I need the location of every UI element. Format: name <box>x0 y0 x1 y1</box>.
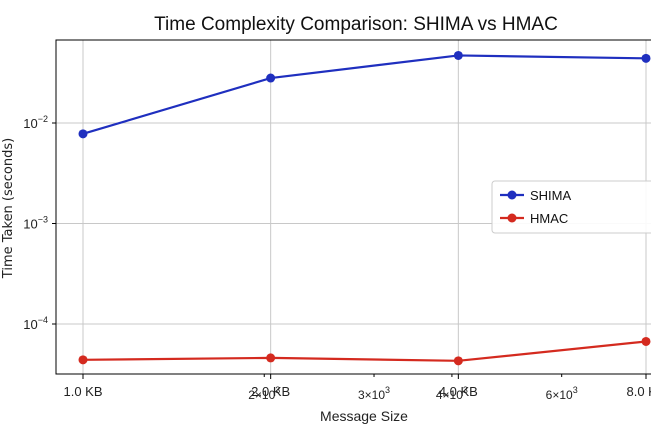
x-minor-tick-label: 3×103 <box>358 385 390 402</box>
data-point-hmac <box>453 356 463 366</box>
y-tick-label: 10−3 <box>23 215 48 232</box>
data-point-shima <box>78 129 88 139</box>
x-axis-label: Message Size <box>320 408 408 424</box>
series-layer <box>78 50 651 366</box>
tick-labels: 10−2 10−3 10−4 1.0 KB 2.0 KB 4.0 KB 8.0 KB 2×10… <box>23 114 651 402</box>
legend-entry-label: HMAC <box>530 211 568 226</box>
x-tick-label: 4.0 KB <box>439 384 478 399</box>
data-point-hmac <box>266 353 276 363</box>
legend-swatch-marker <box>507 190 517 200</box>
x-minor-tick-label: 4×103 <box>436 385 468 402</box>
legend-box <box>491 180 651 234</box>
data-point-shima <box>641 53 651 63</box>
x-minor-tick-label: 6×103 <box>546 385 578 402</box>
data-point-hmac <box>78 355 88 365</box>
data-point-shima <box>266 73 276 83</box>
data-point-shima <box>453 50 463 60</box>
x-minor-tick-label: 2×103 <box>248 385 280 402</box>
plot-area-frame <box>55 39 651 375</box>
x-tick-label: 2.0 KB <box>251 384 290 399</box>
y-axis-label: Time Taken (seconds) <box>1 138 16 279</box>
y-tick-label: 10−4 <box>23 315 48 332</box>
legend: SHIMA HMAC <box>491 180 651 234</box>
data-point-hmac <box>641 336 651 346</box>
x-tick-label: 8.0 KB <box>626 384 651 399</box>
grid-lines <box>56 40 651 374</box>
legend-entry-label: SHIMA <box>530 188 572 203</box>
y-tick-label: 10−2 <box>23 114 48 131</box>
chart-title: Time Complexity Comparison: SHIMA vs HMA… <box>154 14 558 35</box>
series-line-hmac <box>82 340 647 362</box>
x-tick-label: 1.0 KB <box>63 384 102 399</box>
legend-swatch-marker <box>507 213 517 223</box>
series-line-shima <box>82 54 647 135</box>
